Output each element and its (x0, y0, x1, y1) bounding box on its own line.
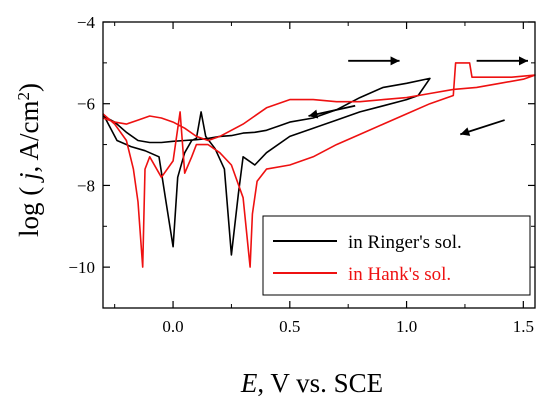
y-axis-label-variable: j (14, 172, 44, 183)
arrow-left-3 (459, 119, 505, 136)
y-tick-label: −6 (77, 95, 95, 114)
y-axis-label-suffix: ) (14, 83, 44, 92)
annotation-layer (308, 56, 528, 136)
y-tick-label: −10 (68, 258, 95, 277)
x-tick-label: 1.0 (396, 317, 417, 336)
x-axis-label: E, V vs. SCE (240, 368, 383, 398)
arrow-left-1 (308, 104, 356, 119)
arrow-right-2 (476, 56, 528, 66)
y-axis-label-exponent: 2 (14, 92, 33, 101)
y-tick-label: −8 (77, 176, 95, 195)
x-axis-label-variable: E (240, 368, 258, 398)
tick-labels: 0.0 0.5 1.0 1.5 −4 −6 −8 −10 (68, 13, 534, 336)
axes (102, 21, 536, 309)
legend-label-hank: in Hank's sol. (348, 264, 451, 285)
x-axis-label-units: , V vs. SCE (257, 368, 383, 398)
series-line-0 (102, 77, 431, 256)
series-line-1 (102, 62, 536, 268)
y-axis-label-units: , A/cm (14, 100, 44, 172)
axes-frame (102, 21, 536, 309)
legend-box (262, 215, 531, 296)
legend-label-ringer: in Ringer's sol. (348, 232, 462, 253)
series-layer (102, 62, 536, 268)
x-tick-label: 1.5 (513, 317, 534, 336)
y-axis-label: log ( j, A/cm2) (14, 83, 45, 237)
arrow-right-0 (348, 56, 400, 66)
legend: in Ringer's sol. in Hank's sol. (262, 215, 531, 296)
x-tick-label: 0.5 (279, 317, 300, 336)
x-tick-label: 0.0 (162, 317, 183, 336)
y-tick-label: −4 (77, 13, 96, 32)
y-axis-label-prefix: log ( (14, 180, 44, 237)
